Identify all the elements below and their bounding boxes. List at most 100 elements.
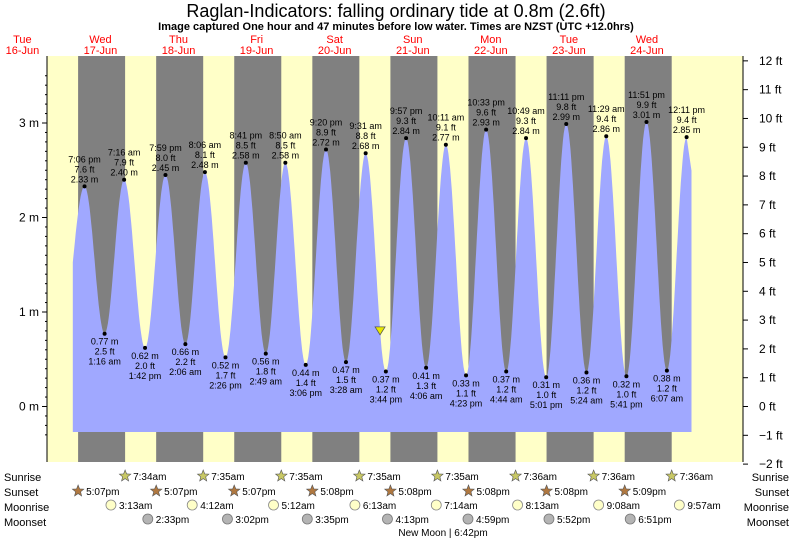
low-tide-time: 6:07 am [651, 394, 684, 404]
left-axis-tick-label: 1 m [19, 305, 39, 319]
date-label: 23-Jun [552, 45, 586, 57]
sunrise-icon [509, 469, 523, 482]
high-tide-point [202, 170, 207, 175]
high-tide-point [363, 151, 368, 156]
low-tide-time: 2:26 pm [209, 380, 242, 390]
day-labels: Tue16-JunWed17-JunThu18-JunFri19-JunSat2… [6, 34, 664, 57]
high-tide-point [122, 177, 127, 182]
low-tide-time: 4:06 am [410, 391, 443, 401]
high-tide-feet: 7.6 ft [75, 164, 96, 174]
sunset-icon [540, 484, 554, 497]
low-tide-point [424, 365, 429, 370]
right-axis-tick-label: 6 ft [759, 227, 776, 241]
moonset-time: 6:51pm [638, 515, 671, 526]
high-tide-time: 8:41 pm [230, 131, 263, 141]
high-tide-point [644, 120, 649, 125]
moonrise-time: 6:13am [363, 501, 396, 512]
low-tide-feet: 1.4 ft [296, 378, 317, 388]
sunrise-time: 7:35am [211, 472, 244, 483]
sunset-time: 5:07pm [164, 487, 197, 498]
high-tide-metres: 2.72 m [312, 137, 340, 147]
high-tide-feet: 9.4 ft [677, 115, 698, 125]
low-tide-time: 1:16 am [88, 357, 121, 367]
date-label: 21-Jun [396, 45, 430, 57]
moonrise-time: 4:12am [200, 501, 233, 512]
high-tide-time: 10:33 pm [467, 98, 505, 108]
axes: 0 m 1 m 2 m 3 m −2 ft −1 ft 0 ft 1 ft 2 ft 3 ft 4 … [19, 54, 783, 471]
low-tide-point [343, 360, 348, 365]
high-tide-feet: 8.1 ft [195, 150, 216, 160]
moonrise-time: 8:13am [526, 501, 559, 512]
high-tide-point [684, 135, 689, 140]
low-tide-time: 1:42 pm [129, 371, 162, 381]
moonset-icon [462, 513, 474, 525]
moonset-time: 3:35pm [315, 515, 348, 526]
right-axis-tick-label: 9 ft [759, 140, 776, 154]
high-tide-feet: 9.9 ft [636, 100, 657, 110]
low-tide-metres: 0.37 m [492, 375, 520, 385]
low-tide-feet: 2.0 ft [135, 361, 156, 371]
moonset-icon [624, 513, 636, 525]
low-tide-time: 3:44 pm [370, 395, 403, 405]
low-tide-point [303, 362, 308, 367]
day-of-week-label: Mon [480, 34, 501, 46]
sunrise-icon [196, 469, 210, 482]
high-tide-metres: 3.01 m [633, 110, 661, 120]
moonset-icon [543, 513, 555, 525]
high-tide-metres: 2.68 m [352, 141, 380, 151]
moonset-time: 5:52pm [557, 515, 590, 526]
low-tide-time: 5:01 pm [530, 400, 563, 410]
high-tide-feet: 9.3 ft [396, 116, 417, 126]
header: Raglan-Indicators: falling ordinary tide… [158, 1, 634, 33]
low-tide-metres: 0.33 m [452, 378, 480, 388]
low-tide-time: 4:44 am [490, 395, 523, 405]
right-axis-tick-label: 2 ft [759, 342, 776, 356]
high-tide-point [283, 160, 288, 165]
low-tide-point [544, 375, 549, 380]
moonrise-time: 5:12am [282, 501, 315, 512]
day-of-week-label: Tue [13, 34, 32, 46]
low-tide-point [383, 369, 388, 374]
sunset-icon [227, 484, 241, 497]
low-tide-point [143, 345, 148, 350]
moonset-icon [382, 513, 393, 525]
moonrise-time: 3:13am [119, 501, 152, 512]
sunrise-time: 7:36am [602, 472, 635, 483]
right-axis-tick-label: 5 ft [759, 255, 776, 269]
sunset-time: 5:08pm [320, 487, 353, 498]
low-tide-feet: 1.5 ft [336, 375, 357, 385]
low-tide-metres: 0.38 m [653, 374, 681, 384]
high-tide-metres: 2.40 m [110, 168, 138, 178]
high-tide-point [484, 127, 489, 132]
sunset-icon [149, 484, 163, 497]
high-tide-time: 11:11 pm [548, 92, 584, 102]
low-tide-point [504, 369, 509, 374]
high-tide-point [163, 172, 168, 177]
right-axis-tick-label: 12 ft [759, 54, 783, 68]
low-tide-point [223, 355, 228, 360]
moonrise-row-label-left: Moonrise [4, 502, 49, 514]
date-label: 24-Jun [630, 45, 664, 57]
chart-subtitle: Image captured One hour and 47 minutes b… [158, 21, 634, 33]
high-tide-metres: 2.84 m [512, 126, 540, 136]
high-tide-point [324, 147, 329, 152]
sunrise-row-label-left: Sunrise [4, 472, 41, 484]
low-tide-metres: 0.37 m [372, 375, 400, 385]
low-tide-feet: 1.0 ft [536, 390, 557, 400]
low-tide-feet: 1.0 ft [616, 389, 637, 399]
high-tide-metres: 2.45 m [152, 163, 180, 173]
sunset-icon [383, 484, 397, 497]
low-tide-point [624, 374, 629, 379]
high-tide-time: 9:20 pm [310, 117, 343, 127]
high-tide-time: 8:06 am [189, 140, 222, 150]
low-tide-feet: 1.2 ft [576, 385, 597, 395]
moonrise-icon [268, 499, 279, 511]
high-tide-time: 10:49 am [507, 106, 545, 116]
sunrise-time: 7:36am [524, 472, 557, 483]
sunrise-row-label-right: Sunrise [752, 472, 789, 484]
low-tide-metres: 0.31 m [532, 380, 560, 390]
sunrise-icon [274, 469, 288, 482]
sunset-time: 5:07pm [242, 487, 275, 498]
high-tide-time: 9:57 pm [390, 106, 423, 116]
low-tide-metres: 0.52 m [212, 360, 240, 370]
